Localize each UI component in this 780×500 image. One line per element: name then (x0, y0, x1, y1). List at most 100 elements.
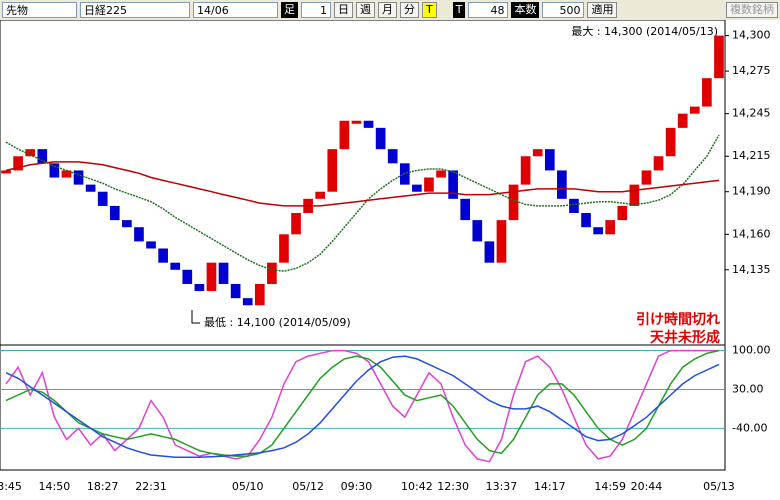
price-box (653, 156, 664, 171)
price-box (702, 78, 712, 107)
symbol-select[interactable]: 日経225 (80, 2, 190, 18)
period-button[interactable]: 週 (356, 2, 375, 18)
price-box (170, 262, 181, 270)
chart: 最大 : 14,300 (2014/05/13) 最低 : 14,100 (20… (0, 20, 771, 493)
multi-button[interactable]: 複数銘柄 (726, 2, 778, 18)
price-box (629, 184, 640, 206)
y-tick-label: 14,215 (732, 149, 771, 162)
price-box (218, 262, 229, 284)
price-box (85, 184, 96, 192)
price-box (109, 205, 120, 221)
x-tick-label: 10:42 (401, 480, 433, 493)
y-tick-label: 30.00 (732, 382, 764, 395)
x-tick-label: 20:44 (631, 480, 663, 493)
price-box (412, 184, 422, 192)
price-box (206, 262, 217, 292)
toolbar: 先物 日経225 14/06 足 1 日 週 月 分 T T 48 本数 500… (0, 0, 780, 20)
x-tick-label: 14:17 (534, 480, 566, 493)
bar-label: 足 (281, 2, 298, 18)
x-tick-label: 05/10 (232, 480, 264, 493)
price-box (279, 234, 289, 263)
t-label: T (452, 2, 466, 18)
price-box (689, 106, 700, 114)
price-box (375, 127, 386, 150)
max-label: 最大 : 14,300 (2014/05/13) (571, 24, 718, 38)
x-tick-label: 05/13 (703, 480, 735, 493)
y-tick-label: -40.00 (732, 421, 767, 434)
count-input[interactable]: 500 (542, 2, 585, 18)
price-box (339, 120, 350, 150)
x-tick-label: 13:37 (486, 480, 518, 493)
apply-button[interactable]: 適用 (587, 2, 618, 18)
price-box (194, 283, 205, 292)
price-box (424, 177, 434, 192)
count-label: 本数 (511, 2, 540, 18)
price-box (387, 149, 398, 164)
price-box (544, 149, 555, 171)
price-box (327, 149, 338, 192)
min-label: 最低 : 14,100 (2014/05/09) (204, 316, 351, 329)
period-button[interactable]: 分 (400, 2, 419, 18)
min-pointer (191, 310, 200, 324)
price-box (182, 269, 193, 284)
series-line (5, 349, 720, 457)
price-box (605, 220, 616, 235)
price-box (37, 149, 48, 164)
t-button[interactable]: T (422, 2, 437, 18)
y-tick-label: 14,245 (732, 107, 771, 120)
y-tick-label: 14,300 (732, 29, 771, 42)
price-box (641, 170, 652, 185)
price-box (363, 120, 374, 128)
price-box (496, 220, 507, 263)
y-tick-label: 14,190 (732, 185, 771, 198)
price-box (291, 213, 301, 235)
price-box (581, 213, 591, 228)
note: 引け時間切れ (636, 311, 720, 328)
price-box (230, 283, 241, 299)
x-tick-label: 05/12 (292, 480, 324, 493)
note: 天井未形成 (650, 329, 720, 346)
price-box (484, 241, 495, 263)
x-tick-label: 13:45 (0, 480, 22, 493)
price-box (1, 170, 11, 174)
price-box (448, 170, 458, 199)
x-tick-label: 09:30 (341, 480, 373, 493)
price-box (714, 35, 724, 79)
price-box (146, 241, 156, 249)
contract-select[interactable]: 14/06 (193, 2, 278, 18)
price-box (532, 149, 543, 157)
y-tick-label: 100.00 (732, 344, 771, 357)
period-button[interactable]: 月 (378, 2, 397, 18)
price-box (254, 283, 265, 306)
price-box (315, 191, 326, 199)
price-box (508, 184, 519, 221)
price-box (557, 170, 567, 199)
price-box (436, 170, 446, 178)
price-box (134, 227, 144, 242)
price-box (351, 120, 362, 124)
symbol-type-select[interactable]: 先物 (2, 2, 77, 18)
y-tick-label: 14,135 (732, 263, 771, 276)
x-tick-label: 12:30 (437, 480, 469, 493)
plot-frame (0, 20, 726, 471)
price-box (122, 220, 132, 228)
price-box (677, 113, 688, 128)
price-box (569, 198, 579, 214)
price-box (25, 149, 36, 157)
price-box (61, 170, 72, 178)
x-tick-label: 18:27 (87, 480, 119, 493)
price-box (460, 198, 471, 221)
x-tick-label: 14:59 (594, 480, 626, 493)
price-box (520, 156, 531, 185)
series-line (5, 134, 720, 272)
avg-input[interactable]: 48 (468, 2, 509, 18)
bar-count[interactable]: 1 (301, 2, 331, 18)
period-button[interactable]: 日 (334, 2, 353, 18)
price-box (73, 170, 84, 185)
x-tick-label: 14:50 (39, 480, 71, 493)
price-box (472, 220, 483, 242)
price-box (242, 298, 253, 306)
x-tick-label: 22:31 (135, 480, 167, 493)
series-line (5, 355, 720, 458)
